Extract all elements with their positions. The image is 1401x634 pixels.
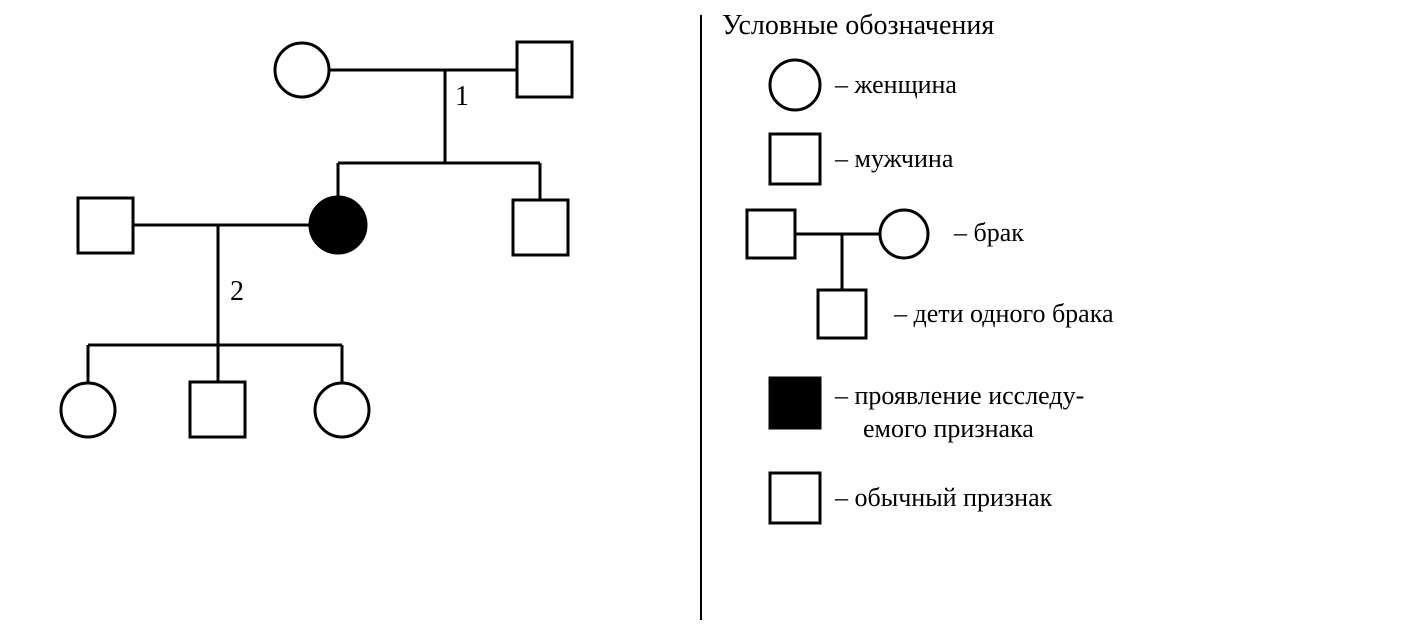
male-icon bbox=[767, 131, 823, 187]
legend-label-marriage: – брак bbox=[954, 217, 1114, 248]
pedigree-svg: 1 2 bbox=[0, 0, 700, 480]
legend-label-affected-l1: – проявление исследу- bbox=[835, 381, 1084, 410]
legend-panel: Условные обозначения – женщина – мужчина bbox=[702, 0, 1401, 634]
legend-item-female: – женщина bbox=[767, 57, 1401, 113]
legend-label-normal: – обычный признак bbox=[835, 482, 1052, 513]
legend-label-affected-l2: емого признака bbox=[863, 414, 1034, 443]
legend-label-children: – дети одного брака bbox=[894, 298, 1114, 329]
label-1: 1 bbox=[455, 81, 469, 112]
node-g2-male-spouse bbox=[78, 198, 133, 253]
legend-label-female: – женщина bbox=[835, 69, 957, 100]
node-g1-male bbox=[517, 42, 572, 97]
affected-icon bbox=[767, 375, 823, 431]
legend-item-male: – мужчина bbox=[767, 131, 1401, 187]
pedigree-chart: 1 2 bbox=[0, 0, 700, 634]
node-g1-female bbox=[275, 43, 329, 97]
node-g3-female1 bbox=[61, 383, 115, 437]
legend-label-affected: – проявление исследу- емого признака bbox=[835, 380, 1084, 445]
node-g3-male bbox=[190, 382, 245, 437]
female-icon bbox=[767, 57, 823, 113]
legend-label-male: – мужчина bbox=[835, 143, 953, 174]
legend-item-affected: – проявление исследу- емого признака bbox=[767, 375, 1401, 445]
node-g3-female2 bbox=[315, 383, 369, 437]
node-g2-female-affected bbox=[310, 197, 366, 253]
legend-item-marriage: – брак – дети одного брака bbox=[742, 205, 1401, 345]
normal-icon bbox=[767, 470, 823, 526]
legend-title: Условные обозначения bbox=[722, 10, 1401, 42]
node-g2-male-sibling bbox=[513, 200, 568, 255]
label-2: 2 bbox=[230, 276, 244, 307]
legend-item-normal: – обычный признак bbox=[767, 470, 1401, 526]
